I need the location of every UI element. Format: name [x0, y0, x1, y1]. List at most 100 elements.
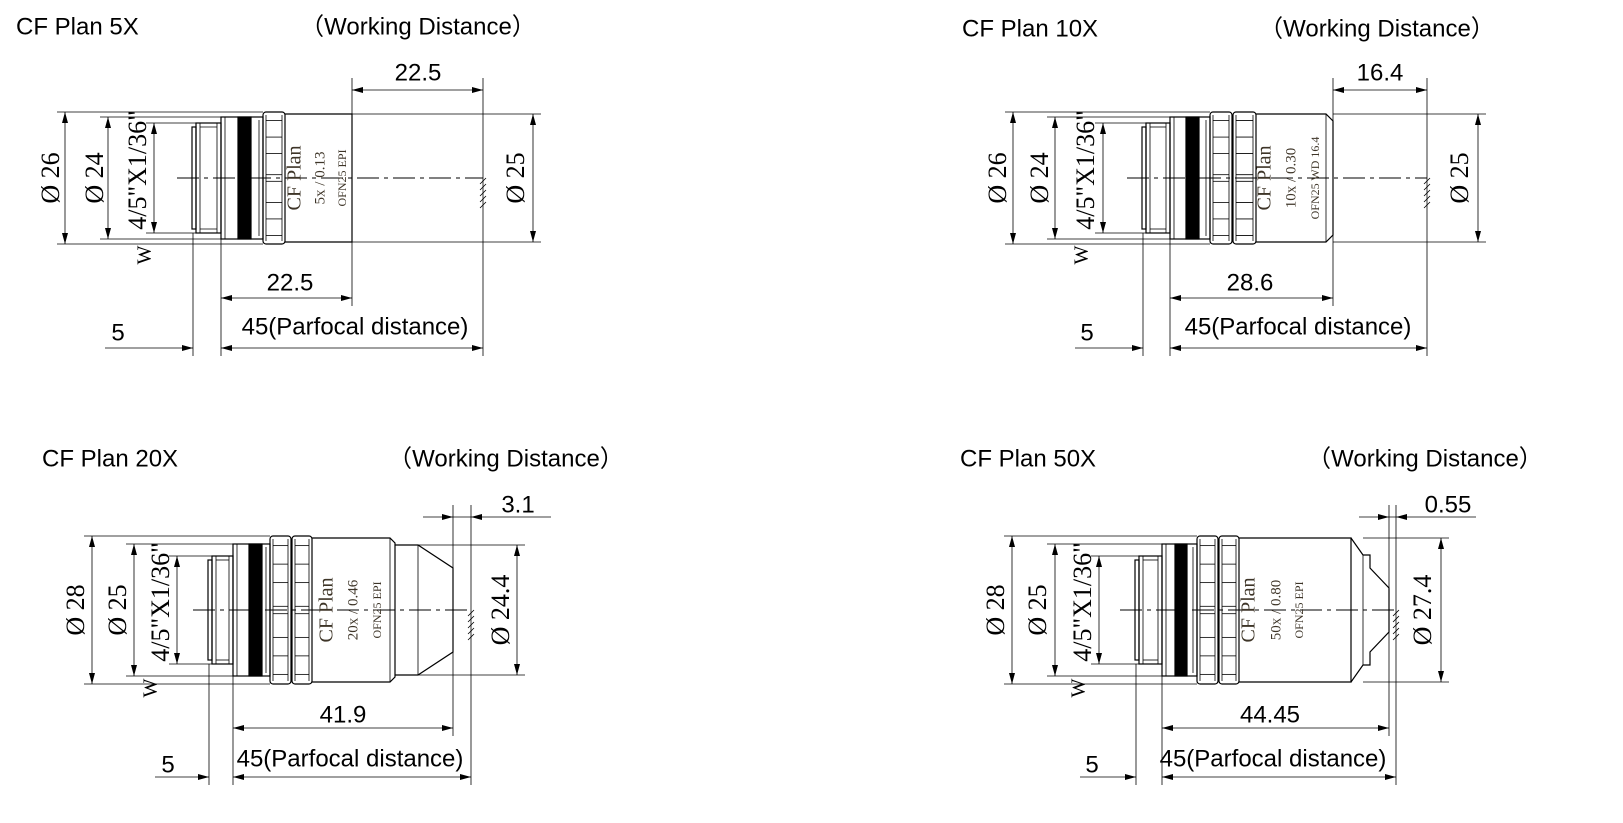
- arrowhead: [89, 536, 95, 547]
- arrowhead: [1052, 117, 1058, 128]
- front-diameter-label: Ø 25: [501, 152, 530, 203]
- arrowhead: [1100, 123, 1106, 134]
- thread-suffix-label: W: [1068, 678, 1090, 697]
- working-distance-value: 22.5: [395, 59, 442, 86]
- arrowhead: [1438, 671, 1444, 682]
- working-distance-heading: （Working Distance）: [1307, 445, 1543, 472]
- working-distance-heading: （Working Distance）: [1259, 15, 1495, 42]
- focal-plane-hatch: [1423, 201, 1431, 209]
- arrowhead: [1378, 514, 1389, 520]
- objective-panel: CF Plan 5X （Working Distance） 22.5 Ø 26 Ø 24…: [16, 13, 541, 356]
- body-length-value: 28.6: [1227, 269, 1274, 296]
- arrowhead: [233, 774, 244, 780]
- focal-plane-hatch: [479, 201, 487, 209]
- focal-plane-hatch: [1392, 609, 1400, 617]
- arrowhead: [233, 725, 244, 731]
- arrowhead: [1096, 653, 1102, 664]
- focal-plane-hatch: [1392, 633, 1400, 641]
- panel-title: CF Plan 10X: [962, 15, 1098, 42]
- parfocal-distance-label: 45(Parfocal distance): [242, 313, 469, 340]
- arrowhead: [131, 665, 137, 676]
- collar-diameter-label: Ø 25: [103, 584, 132, 635]
- engraving-magnification: 10x / 0.30: [1283, 148, 1299, 208]
- thread-spec-label: 4/5"X1/36": [1071, 110, 1100, 229]
- arrowhead: [471, 514, 482, 520]
- working-distance-heading: （Working Distance）: [388, 445, 624, 472]
- arrowhead: [151, 222, 157, 233]
- focal-plane-hatch: [479, 189, 487, 197]
- arrowhead: [1385, 774, 1396, 780]
- arrowhead: [1162, 725, 1173, 731]
- engraving-name: CF Plan: [284, 145, 306, 210]
- focal-plane-hatch: [479, 183, 487, 191]
- thread-length-value: 5: [1085, 751, 1098, 778]
- objective-panel: CF Plan 10X （Working Distance） 16.4 Ø 26 Ø 2…: [962, 15, 1495, 356]
- arrowhead: [89, 673, 95, 684]
- arrowhead: [62, 233, 68, 244]
- arrowhead: [1475, 231, 1481, 242]
- thread-suffix-label: W: [1071, 245, 1093, 264]
- arrowhead: [1170, 295, 1181, 301]
- arrowhead: [174, 653, 180, 664]
- working-distance-value: 3.1: [501, 491, 534, 518]
- focal-plane-hatch: [1392, 615, 1400, 623]
- arrowhead: [221, 345, 232, 351]
- arrowhead: [1052, 665, 1058, 676]
- arrowhead: [472, 87, 483, 93]
- outer-diameter-label: Ø 26: [36, 152, 65, 203]
- body-length-value: 41.9: [320, 701, 367, 728]
- focal-plane-hatch: [479, 195, 487, 203]
- arrowhead: [1125, 774, 1136, 780]
- outer-diameter-label: Ø 26: [983, 152, 1012, 203]
- arrowhead: [1052, 228, 1058, 239]
- objective-panel: CF Plan 20X （Working Distance） 3.1 Ø 28 Ø 25…: [42, 445, 624, 785]
- engraving-name: CF Plan: [316, 577, 338, 642]
- arrowhead: [1416, 345, 1427, 351]
- thread-spec-label: 4/5"X1/36": [146, 542, 175, 661]
- engraving-name: CF Plan: [1254, 145, 1276, 210]
- arrowhead: [1010, 233, 1016, 244]
- front-diameter-label: Ø 24.4: [486, 575, 515, 646]
- arrowhead: [1100, 222, 1106, 233]
- arrowhead: [1009, 673, 1015, 684]
- focal-plane-hatch: [1423, 183, 1431, 191]
- focal-plane-hatch: [467, 615, 475, 623]
- arrowhead: [131, 544, 137, 555]
- engraving-name: CF Plan: [1238, 577, 1260, 642]
- engraving-specs: OFN25 EPI: [335, 149, 349, 206]
- arrowhead: [352, 87, 363, 93]
- arrowhead: [1396, 514, 1407, 520]
- arrowhead: [198, 774, 209, 780]
- arrowhead: [1438, 538, 1444, 549]
- arrowhead: [442, 725, 453, 731]
- collar-diameter-label: Ø 25: [1023, 584, 1052, 635]
- outer-diameter-label: Ø 28: [61, 584, 90, 635]
- panel-title: CF Plan 20X: [42, 445, 178, 472]
- engraving-magnification: 20x / 0.46: [345, 579, 361, 640]
- arrowhead: [514, 664, 520, 675]
- thread-spec-label: 4/5"X1/36": [1068, 542, 1097, 661]
- parfocal-distance-label: 45(Parfocal distance): [1185, 313, 1412, 340]
- arrowhead: [105, 117, 111, 128]
- arrowhead: [1475, 114, 1481, 125]
- body-length-value: 22.5: [267, 269, 314, 296]
- working-distance-value: 0.55: [1425, 491, 1472, 518]
- arrowhead: [472, 345, 483, 351]
- arrowhead: [62, 112, 68, 123]
- arrowhead: [530, 114, 536, 125]
- thread-length-value: 5: [161, 751, 174, 778]
- engraving-specs: OFN25 EPI: [370, 581, 384, 638]
- parfocal-distance-label: 45(Parfocal distance): [1160, 745, 1387, 772]
- thread-length-value: 5: [1080, 319, 1093, 346]
- focal-plane-hatch: [467, 627, 475, 635]
- arrowhead: [174, 556, 180, 567]
- arrowhead: [1170, 345, 1181, 351]
- objective-panel: CF Plan 50X （Working Distance） 0.55 Ø 28 Ø 2…: [960, 445, 1543, 785]
- panel-title: CF Plan 5X: [16, 13, 139, 40]
- arrowhead: [1378, 725, 1389, 731]
- arrowhead: [151, 123, 157, 134]
- focal-plane-hatch: [1392, 621, 1400, 629]
- working-distance-value: 16.4: [1357, 59, 1404, 86]
- engraving-specs: OFN25 EPI: [1292, 581, 1306, 638]
